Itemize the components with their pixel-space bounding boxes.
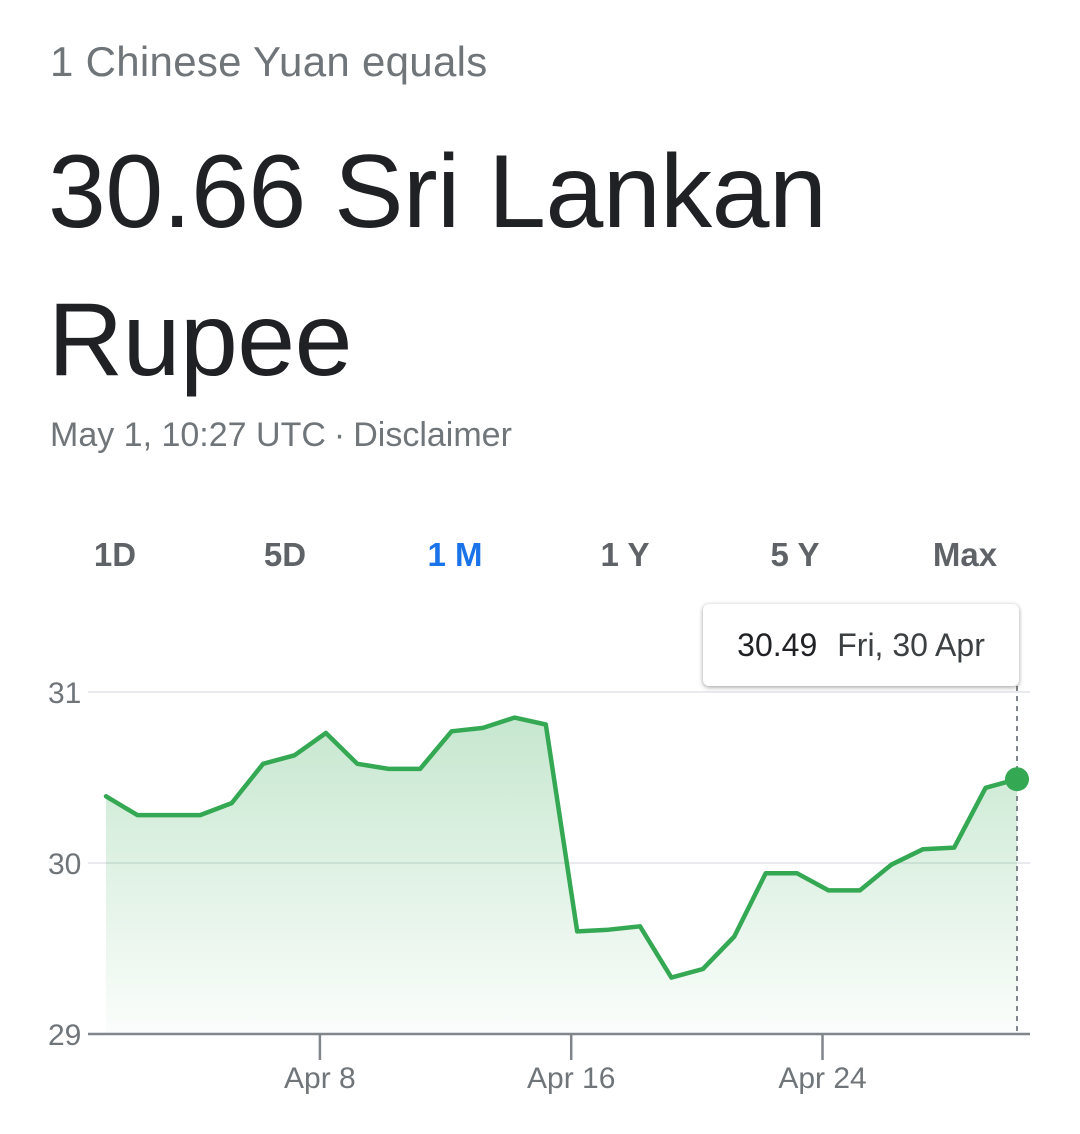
tab-label: 5D [263,536,307,573]
tab-label: Max [932,536,998,573]
tab-1y[interactable]: 1 Y [540,520,710,590]
timestamp: May 1, 10:27 UTC [50,416,326,454]
tab-1d[interactable]: 1D [30,520,200,590]
x-tick-label: Apr 24 [778,1062,866,1095]
conversion-subtitle: 1 Chinese Yuan equals [50,38,488,85]
x-tick-label: Apr 16 [527,1062,615,1095]
range-tabs: 1D 5D 1 M 1 Y 5 Y Max [30,520,1050,590]
disclaimer-link[interactable]: Disclaimer [353,416,512,454]
tab-1m[interactable]: 1 M [370,520,540,590]
tab-label: 1D [93,536,137,573]
converted-amount-headline: 30.66 Sri Lankan Rupee [48,134,827,398]
tab-max[interactable]: Max [880,520,1050,590]
y-tick-label: 30 [48,848,81,881]
series-line [103,715,1020,980]
series-line-group [103,715,1020,980]
axes [88,1032,1030,1060]
tooltip-date: Fri, 30 Apr [837,626,985,663]
tab-5d[interactable]: 5D [200,520,370,590]
x-tick-label: Apr 8 [284,1062,356,1095]
tooltip-value: 30.49 [737,626,818,663]
tab-label: 1 Y [600,536,650,573]
area-fill [106,717,1017,1034]
area-fill-group [106,717,1017,1034]
highlight-point [1005,767,1029,792]
tab-label: 5 Y [770,536,820,573]
y-tick-label: 29 [48,1019,81,1052]
highlight-group [1005,686,1029,1034]
tab-label: 1 M [427,536,483,573]
y-tick-label: 31 [48,677,81,710]
timestamp-line: May 1, 10:27 UTC · Disclaimer [50,416,512,455]
tick-labels: 29 30 31 Apr 8 Apr 16 Apr 24 [48,677,867,1095]
chart-tooltip: 30.49 Fri, 30 Apr [703,604,1019,686]
tab-5y[interactable]: 5 Y [710,520,880,590]
separator: · [333,416,346,454]
